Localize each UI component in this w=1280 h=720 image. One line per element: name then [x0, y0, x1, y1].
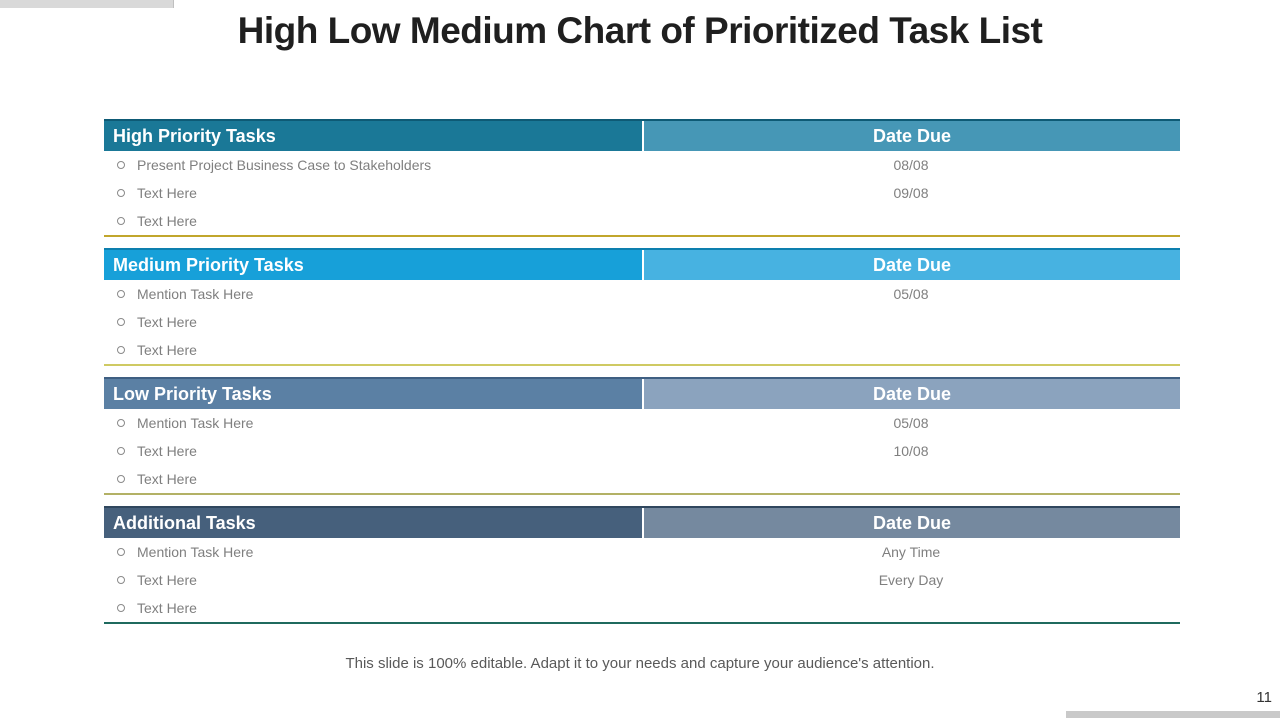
- date-text: 05/08: [893, 415, 929, 431]
- bullet-icon: [117, 604, 125, 612]
- table-title: Low Priority Tasks: [104, 379, 642, 409]
- bottom-right-scrollbar-remnant: [1066, 711, 1280, 718]
- task-text: Mention Task Here: [137, 415, 254, 431]
- task-text: Text Here: [137, 443, 197, 459]
- task-tables: High Priority Tasks Date Due Present Pro…: [104, 119, 1180, 635]
- task-text: Text Here: [137, 572, 197, 588]
- bullet-icon: [117, 447, 125, 455]
- task-row: Mention Task Here 05/08: [104, 280, 1180, 308]
- bullet-icon: [117, 189, 125, 197]
- table-header: Additional Tasks Date Due: [104, 508, 1180, 538]
- table-medium-priority: Medium Priority Tasks Date Due Mention T…: [104, 248, 1180, 366]
- task-row: Text Here 10/08: [104, 437, 1180, 465]
- task-text: Mention Task Here: [137, 544, 254, 560]
- task-text: Text Here: [137, 342, 197, 358]
- table-title: Medium Priority Tasks: [104, 250, 642, 280]
- task-row: Text Here 09/08: [104, 179, 1180, 207]
- bullet-icon: [117, 346, 125, 354]
- bullet-icon: [117, 217, 125, 225]
- task-row: Text Here: [104, 308, 1180, 336]
- task-row: Text Here: [104, 336, 1180, 364]
- task-text: Text Here: [137, 314, 197, 330]
- date-text: Any Time: [881, 544, 941, 560]
- table-top-border: [104, 248, 1180, 250]
- table-top-border: [104, 377, 1180, 379]
- bullet-icon: [117, 419, 125, 427]
- section-divider: [104, 622, 1180, 624]
- page-number: 11: [1256, 689, 1272, 706]
- task-text: Text Here: [137, 600, 197, 616]
- bullet-icon: [117, 161, 125, 169]
- bullet-icon: [117, 290, 125, 298]
- bullet-icon: [117, 475, 125, 483]
- date-due-header: Date Due: [644, 250, 1180, 280]
- table-title: High Priority Tasks: [104, 121, 642, 151]
- table-low-priority: Low Priority Tasks Date Due Mention Task…: [104, 377, 1180, 495]
- footer-note: This slide is 100% editable. Adapt it to…: [345, 655, 935, 672]
- bullet-icon: [117, 318, 125, 326]
- section-divider: [104, 493, 1180, 495]
- task-row: Present Project Business Case to Stakeho…: [104, 151, 1180, 179]
- section-divider: [104, 235, 1180, 237]
- task-row: Mention Task Here 05/08: [104, 409, 1180, 437]
- date-due-header: Date Due: [644, 121, 1180, 151]
- task-text: Mention Task Here: [137, 286, 254, 302]
- task-row: Mention Task Here Any Time: [104, 538, 1180, 566]
- bullet-icon: [117, 576, 125, 584]
- table-top-border: [104, 119, 1180, 121]
- task-row: Text Here: [104, 594, 1180, 622]
- table-header: Medium Priority Tasks Date Due: [104, 250, 1180, 280]
- date-text: Every Day: [878, 572, 944, 588]
- date-text: 10/08: [893, 443, 929, 459]
- table-top-border: [104, 506, 1180, 508]
- table-header: Low Priority Tasks Date Due: [104, 379, 1180, 409]
- date-text: 09/08: [893, 185, 929, 201]
- task-row: Text Here Every Day: [104, 566, 1180, 594]
- task-text: Text Here: [137, 471, 197, 487]
- bullet-icon: [117, 548, 125, 556]
- date-due-header: Date Due: [644, 508, 1180, 538]
- date-due-header: Date Due: [644, 379, 1180, 409]
- table-high-priority: High Priority Tasks Date Due Present Pro…: [104, 119, 1180, 237]
- top-left-scrollbar-remnant: [0, 0, 174, 8]
- table-additional-tasks: Additional Tasks Date Due Mention Task H…: [104, 506, 1180, 624]
- date-text: 08/08: [893, 157, 929, 173]
- task-row: Text Here: [104, 465, 1180, 493]
- task-text: Present Project Business Case to Stakeho…: [137, 157, 432, 173]
- task-text: Text Here: [137, 185, 197, 201]
- date-text: 05/08: [893, 286, 929, 302]
- section-divider: [104, 364, 1180, 366]
- task-text: Text Here: [137, 213, 197, 229]
- table-header: High Priority Tasks Date Due: [104, 121, 1180, 151]
- slide-title: High Low Medium Chart of Prioritized Tas…: [237, 10, 1043, 51]
- task-row: Text Here: [104, 207, 1180, 235]
- table-title: Additional Tasks: [104, 508, 642, 538]
